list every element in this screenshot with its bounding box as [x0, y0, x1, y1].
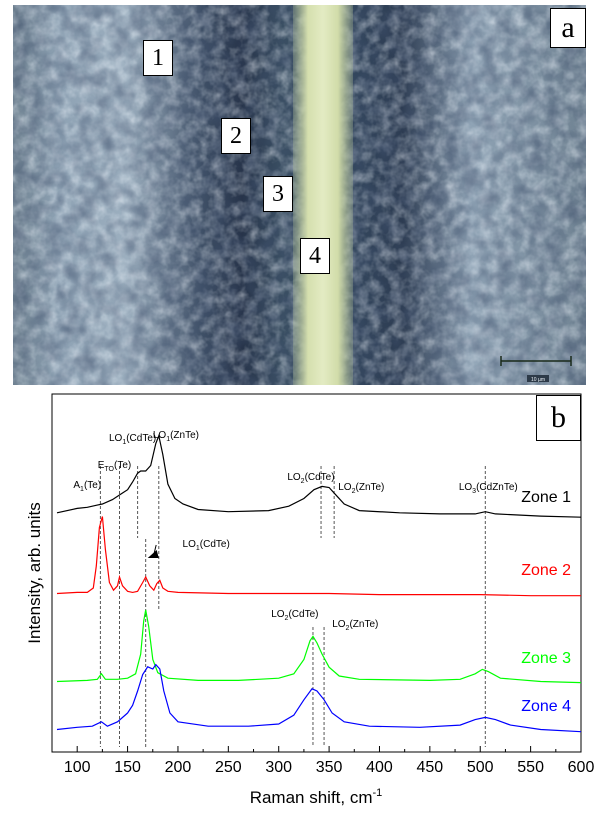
zone-label-2: 2 [221, 118, 251, 154]
x-tick-label-600: 600 [568, 759, 595, 776]
x-axis: 100 150 200 250 300 350 400 450 500 550 600 [51, 746, 595, 776]
x-tick-label-400: 400 [366, 759, 393, 776]
series-line-zone-3 [56, 609, 582, 684]
zone-label-1: 1 [143, 40, 173, 76]
scale-bar: 10 µm [500, 356, 572, 383]
annotation-lo2-znte: LO2(ZnTe) [338, 482, 384, 495]
peak-annotations: A1(Te)ETO(Te)LO1(CdTe)LO1(ZnTe)LO2(CdTe)… [73, 430, 517, 632]
plot-frame [51, 393, 582, 753]
x-axis-title: Raman shift, cm-1 [250, 787, 383, 807]
x-tick-label-200: 200 [165, 759, 192, 776]
micrograph-image: 10 µm 1 2 3 4 a [13, 5, 586, 385]
micrograph-texture: 10 µm [13, 5, 586, 385]
series-line-zone-1 [56, 433, 582, 518]
series-label-zone-1: Zone 1 [521, 489, 571, 506]
x-tick-label-550: 550 [517, 759, 544, 776]
panel-a-label: a [550, 8, 586, 48]
series-line-zone-2 [56, 516, 581, 597]
x-tick-label-150: 150 [114, 759, 141, 776]
central-track [293, 5, 353, 385]
series-label-zone-4: Zone 4 [521, 698, 571, 715]
spectra-series: Zone 1 Zone 2 Zone 3 Zone 4 [56, 433, 582, 733]
zone-label-3: 3 [263, 176, 293, 212]
raman-spectra-chart: Zone 1 Zone 2 Zone 3 Zone 4 A1(Te) ETO(Te) LO… [0, 386, 600, 812]
x-tick-label-100: 100 [64, 759, 91, 776]
series-line-zone-4 [56, 663, 582, 733]
x-tick-label-300: 300 [265, 759, 292, 776]
annotation-a1-te: A1(Te) [73, 480, 101, 493]
reference-lines [99, 466, 486, 747]
annotation-lo2-cdte: LO2(CdTe) [287, 472, 334, 485]
svg-text:10 µm: 10 µm [531, 377, 545, 383]
annotation-lo2-znte: LO2(ZnTe) [332, 619, 378, 632]
annotation-lo1-cdte: LO1(CdTe) [183, 539, 230, 552]
annotation-eto-te: ETO(Te) [98, 460, 132, 473]
x-tick-label-350: 350 [316, 759, 343, 776]
panel-b-label: b [536, 395, 581, 441]
x-tick-label-450: 450 [417, 759, 444, 776]
annotation-lo1-cdte: LO1(CdTe) [109, 433, 156, 446]
annotation-lo2-cdte: LO2(CdTe) [271, 609, 318, 622]
annotation-lo3-cdznte: LO3(CdZnTe) [459, 482, 518, 495]
chart-svg: Zone 1 Zone 2 Zone 3 Zone 4 A1(Te) ETO(Te) LO… [25, 393, 595, 807]
annotation-lo1-znte: LO1(ZnTe) [153, 430, 199, 443]
series-label-zone-2: Zone 2 [521, 562, 571, 579]
x-tick-label-500: 500 [467, 759, 494, 776]
zone-label-4: 4 [300, 238, 330, 274]
series-label-zone-3: Zone 3 [521, 650, 571, 667]
annotation-arrow-head [147, 550, 159, 558]
x-tick-label-250: 250 [215, 759, 242, 776]
y-axis-title: Intensity, arb. units [25, 502, 44, 643]
